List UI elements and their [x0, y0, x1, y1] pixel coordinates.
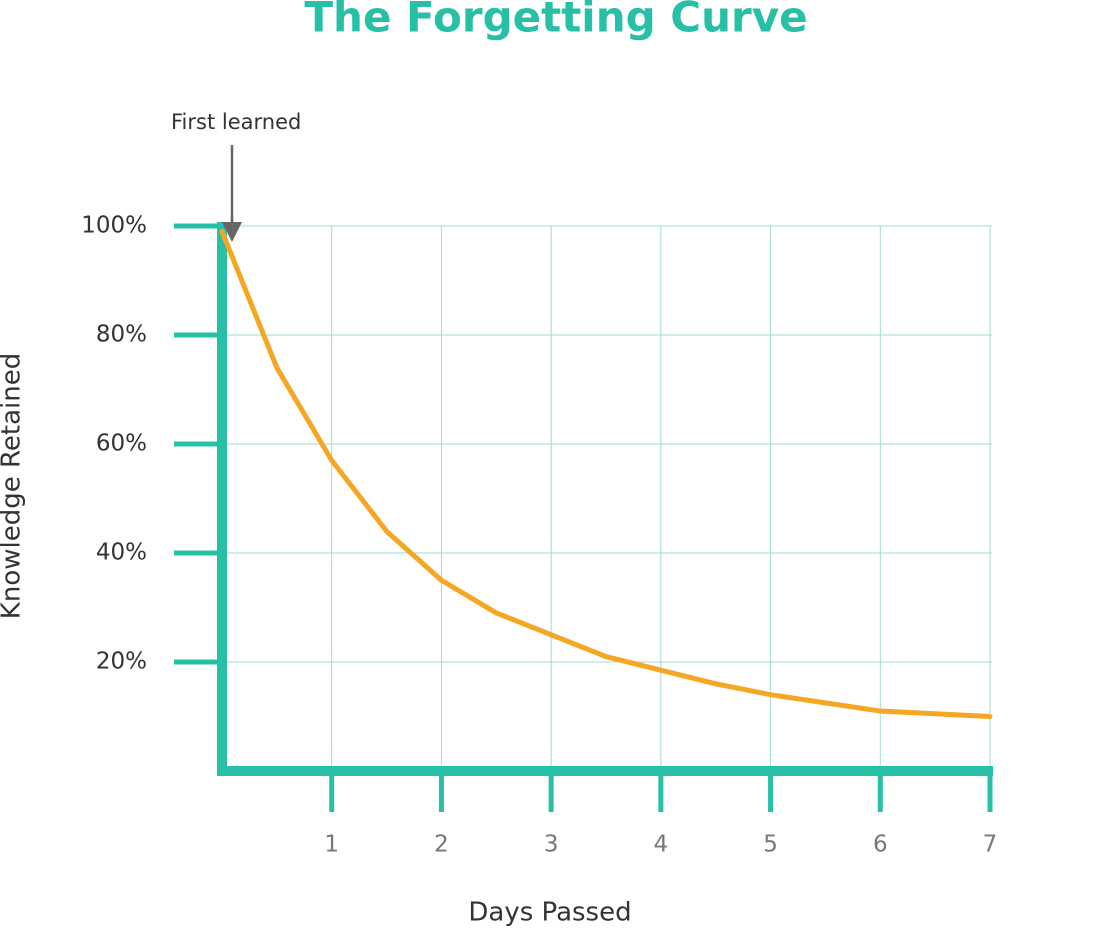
line: [219, 228, 993, 719]
x-tick-label: 4: [654, 832, 669, 858]
x-axis-label: Days Passed: [468, 898, 631, 928]
x-tick-label: 6: [873, 832, 888, 858]
x-tick-label: 3: [544, 832, 559, 858]
y-tick-label: 40%: [96, 540, 147, 566]
y-tick-label: 80%: [96, 322, 147, 348]
y-axis-label: Knowledge Retained: [0, 353, 27, 619]
x-tick-label: 5: [763, 832, 778, 858]
annotation: First learned: [171, 110, 301, 134]
x-tick-label: 7: [983, 832, 998, 858]
chart-title: The Forgetting Curve: [304, 0, 807, 42]
y-tick-label: 20%: [96, 649, 147, 675]
y-tick-label: 60%: [96, 431, 147, 457]
x-tick-label: 1: [324, 832, 339, 858]
y-tick-label: 100%: [81, 213, 147, 239]
x-tick-label: 2: [434, 832, 449, 858]
